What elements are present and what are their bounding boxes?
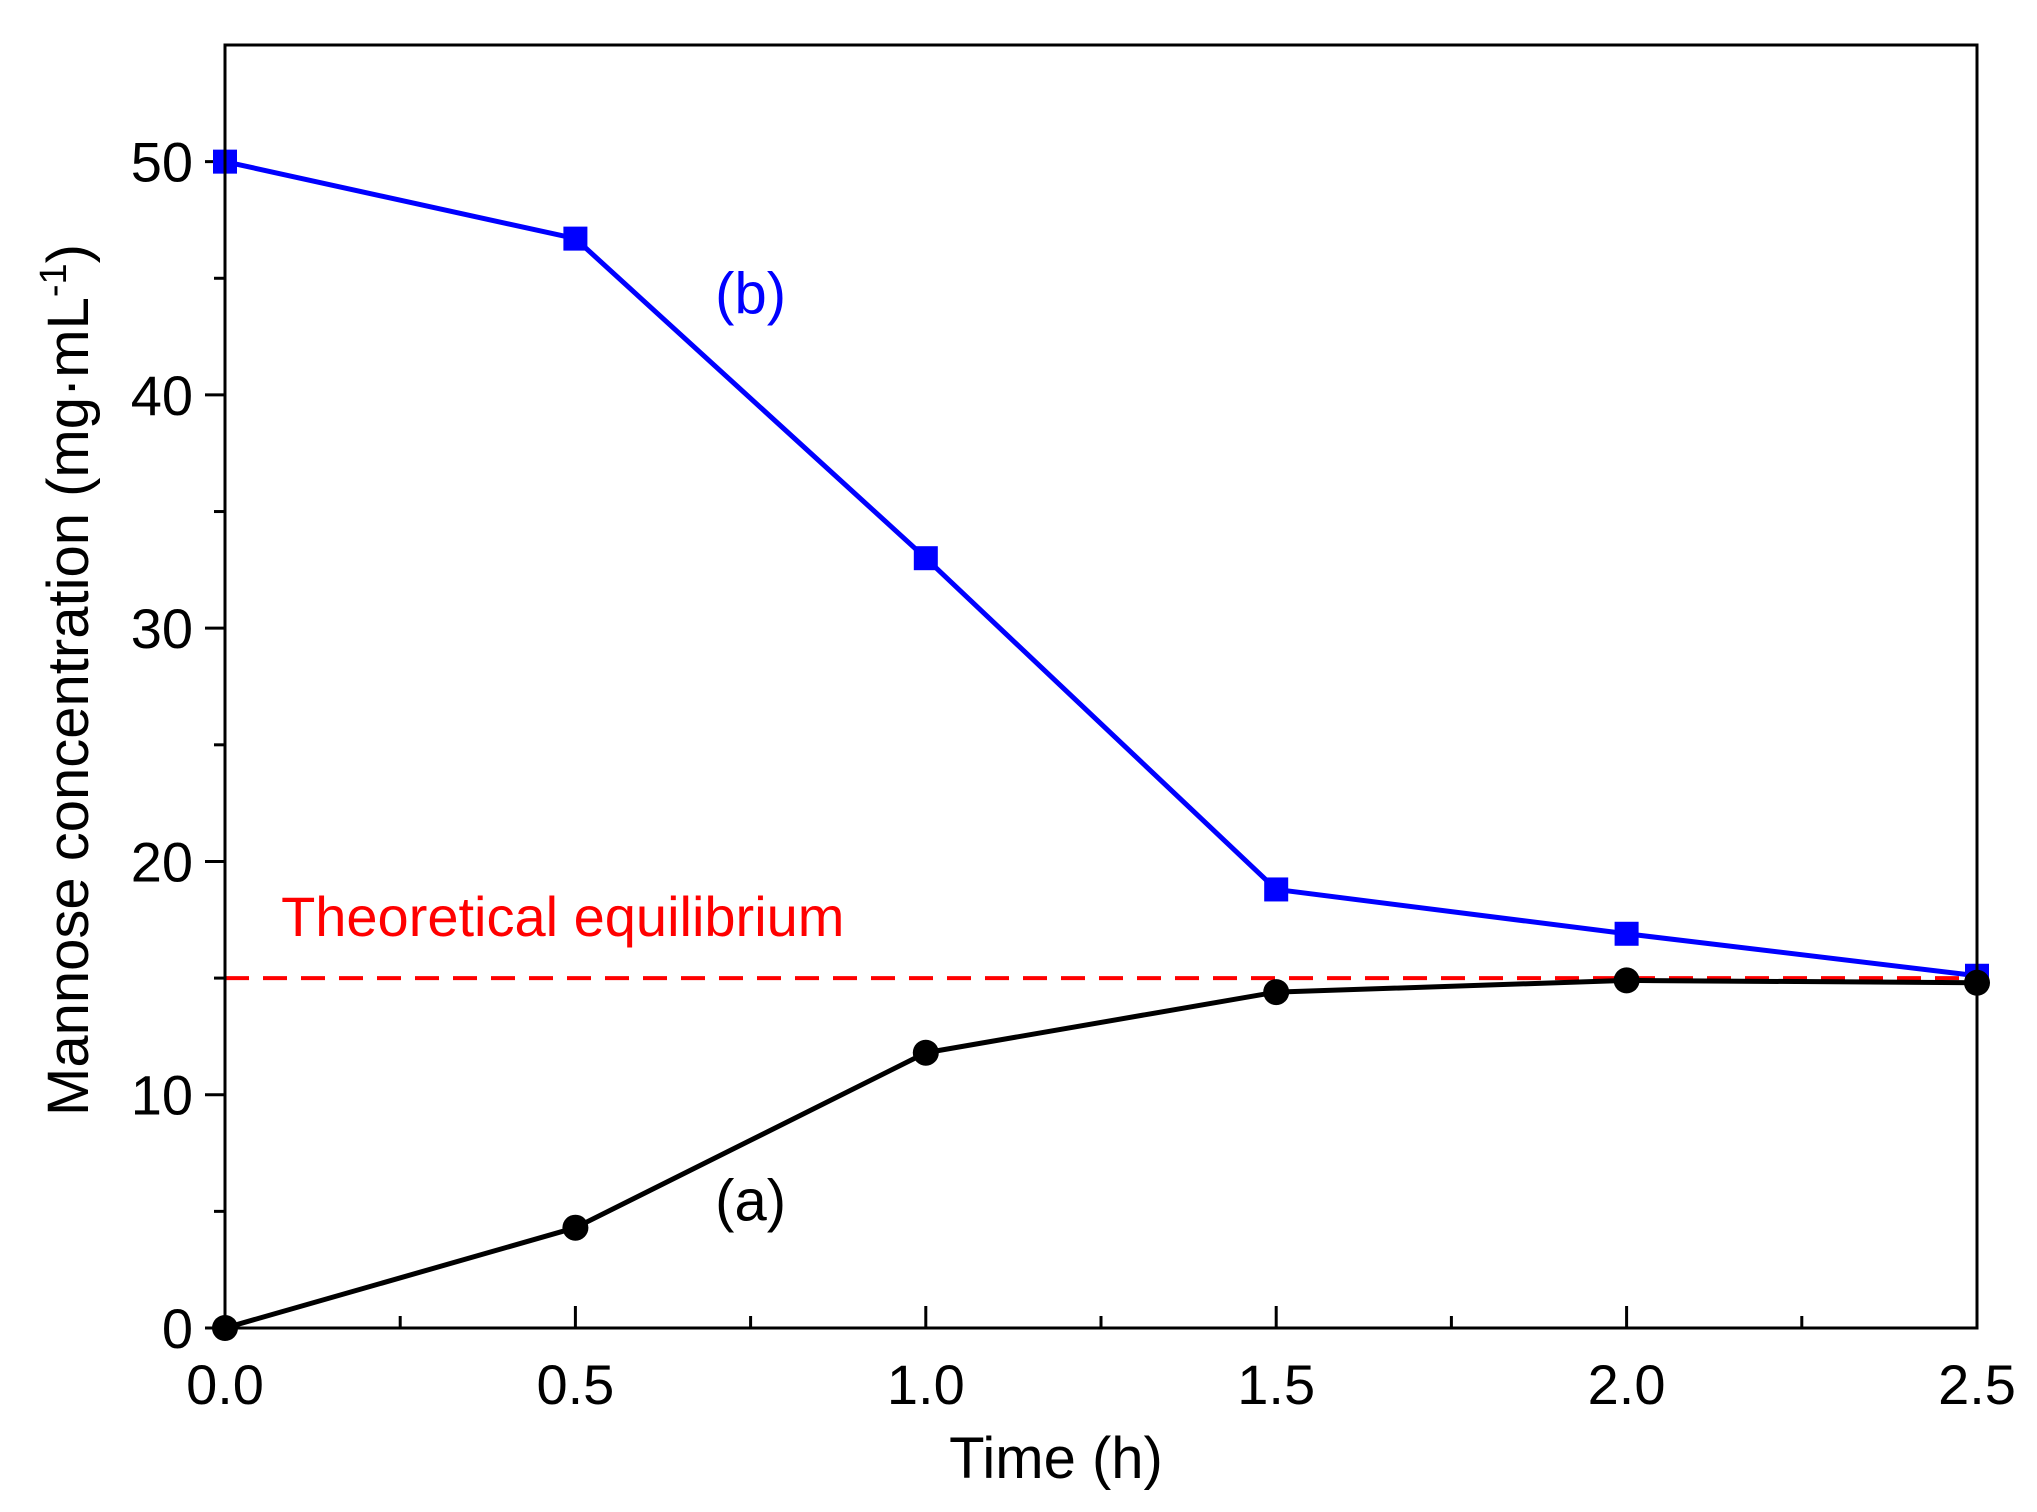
x-axis-title: Time (h) [949, 1426, 1163, 1491]
x-tick-label: 2.5 [1938, 1353, 2016, 1416]
data-point-square [1614, 921, 1639, 946]
data-point-square [1264, 877, 1289, 902]
data-point-square [913, 546, 938, 571]
x-tick-label: 0.5 [536, 1353, 614, 1416]
data-point-circle [1263, 979, 1290, 1006]
plot-frame [223, 43, 1979, 1330]
annotation-layer: (b) (a) Theoretical equilibrium [281, 261, 844, 1233]
x-tick-label: 2.0 [1588, 1353, 1666, 1416]
data-point-square [563, 226, 588, 251]
y-axis-title-close: ) [36, 244, 101, 263]
y-tick-label: 20 [131, 830, 193, 893]
y-tick-label: 10 [131, 1064, 193, 1127]
series-label: (b) [715, 261, 786, 326]
x-tick-label: 0.0 [186, 1353, 264, 1416]
x-tick-label: 1.5 [1237, 1353, 1315, 1416]
series-line [224, 977, 1978, 1331]
series-label: (a) [715, 1169, 786, 1234]
data-point-circle [1613, 967, 1640, 994]
y-tick-label: 50 [131, 131, 193, 194]
y-tick-label: 40 [131, 364, 193, 427]
y-axis-title: Mannose concentration (mg·mL-1) [33, 244, 101, 1116]
data-point-circle [562, 1214, 589, 1241]
major-ticks [205, 160, 1979, 1330]
x-tick-label: 1.0 [887, 1353, 965, 1416]
minor-ticks [214, 276, 1804, 1328]
y-axis-title-main: Mannose concentration (mg·mL [36, 297, 101, 1116]
y-tick-label: 30 [131, 597, 193, 660]
reference-line-label: Theoretical equilibrium [281, 885, 844, 948]
series-layer [212, 149, 1990, 1341]
y-axis-title-superscript: -1 [33, 263, 75, 297]
tick-labels: 0.0 0.5 1.0 1.5 2.0 2.5 0 10 20 30 40 50 [131, 131, 2016, 1416]
data-point-circle [912, 1039, 939, 1066]
y-tick-label: 0 [162, 1297, 193, 1360]
series-line [224, 159, 1978, 979]
